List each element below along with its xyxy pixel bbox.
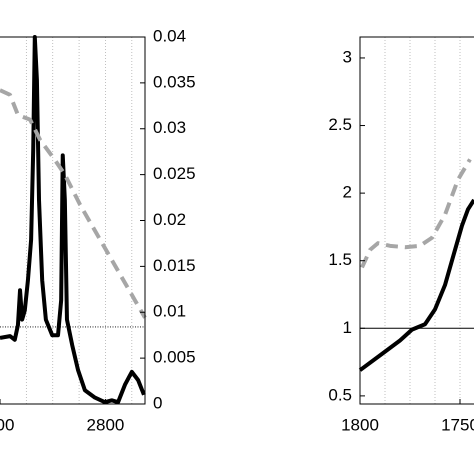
- data-line: [358, 198, 474, 372]
- panel: 00 2800 0 0.005 0.01 0.015 0.02 0.025 0.03 0.035 0…: [0, 26, 196, 434]
- y2-tick-label: 0.04: [153, 26, 186, 45]
- y-tick-label: 0.5: [328, 385, 352, 404]
- x-tick-label: 00: [0, 415, 14, 434]
- y-tick-label: 2.5: [328, 115, 352, 134]
- y2-tick-label: 0.005: [153, 348, 196, 367]
- y2-tick-label: 0.01: [153, 302, 186, 321]
- y2-tick-label: 0.035: [153, 72, 196, 91]
- axis-frame: [359, 36, 474, 405]
- y-tick-label: 3: [343, 47, 352, 66]
- y2-tick-label: 0: [153, 393, 162, 412]
- y2-tick-label: 0.02: [153, 210, 186, 229]
- data-line: [0, 88, 147, 319]
- x-tick-label: 2800: [87, 415, 125, 434]
- data-line: [0, 35, 146, 405]
- y2-tick-label: 0.015: [153, 256, 196, 275]
- y-tick-label: 1.5: [328, 250, 352, 269]
- x-tick-label: 1800: [341, 415, 379, 434]
- data-line: [360, 158, 472, 269]
- y-tick-label: 1: [343, 318, 352, 337]
- y-tick-label: 2: [343, 183, 352, 202]
- y2-tick-label: 0.025: [153, 164, 196, 183]
- y2-tick-label: 0.03: [153, 118, 186, 137]
